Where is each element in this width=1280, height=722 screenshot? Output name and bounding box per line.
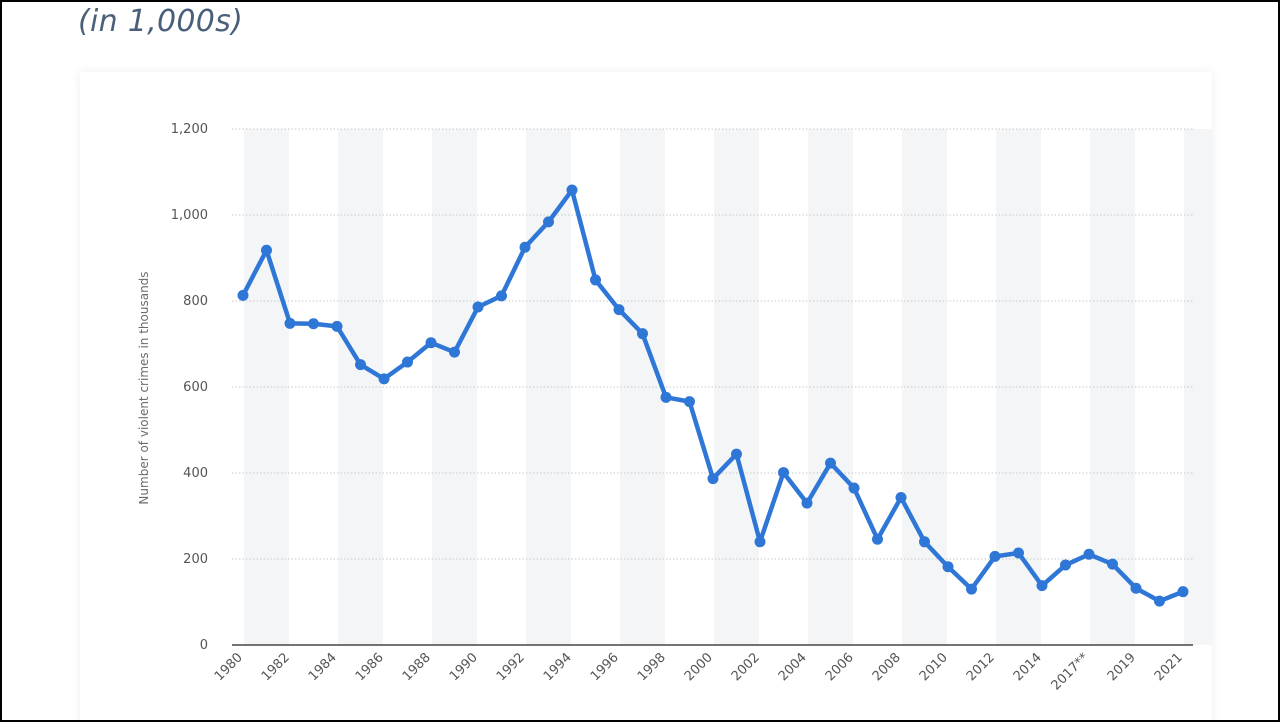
data-point[interactable] xyxy=(637,328,648,340)
chart-card: 0 200 400 600 800 1,000 1,200 1980 1982 1984 1986… xyxy=(80,72,1229,720)
data-point[interactable] xyxy=(449,346,460,358)
data-point[interactable] xyxy=(1177,586,1189,598)
data-point[interactable] xyxy=(237,289,249,301)
data-point[interactable] xyxy=(848,482,860,494)
data-point[interactable] xyxy=(355,359,366,371)
data-point[interactable] xyxy=(519,241,531,253)
data-point[interactable] xyxy=(1130,582,1142,594)
data-point[interactable] xyxy=(731,448,742,460)
x-tick-label: 2014 xyxy=(1011,650,1045,684)
data-point[interactable] xyxy=(1154,595,1165,607)
y-tick-label: 0 xyxy=(200,638,208,653)
series-line xyxy=(240,187,1186,604)
data-point[interactable] xyxy=(496,290,507,302)
y-tick-label: 400 xyxy=(183,466,208,481)
x-tick-label: 2019 xyxy=(1105,650,1139,684)
data-point[interactable] xyxy=(872,533,883,545)
data-point[interactable] xyxy=(1107,558,1118,570)
x-tick-label: 2010 xyxy=(917,650,951,684)
x-tick-label: 2008 xyxy=(870,650,904,684)
y-tick-label: 1,200 xyxy=(171,122,208,137)
x-tick-label: 2012 xyxy=(964,650,998,684)
y-tick-label: 200 xyxy=(183,552,208,567)
data-point[interactable] xyxy=(1083,548,1095,560)
data-point[interactable] xyxy=(566,184,578,196)
data-point[interactable] xyxy=(308,318,319,330)
x-tick-label: 1990 xyxy=(447,650,481,684)
data-point[interactable] xyxy=(660,391,672,403)
x-tick-label: 1984 xyxy=(306,650,340,684)
x-tick-label: 2006 xyxy=(823,650,857,684)
x-tick-label: 1988 xyxy=(400,650,434,684)
x-axis-ticks: 1980 1982 1984 1986 1988 1990 1992 1994 1996 1998… xyxy=(212,650,1186,694)
y-axis-label: Number of violent crimes in thousands xyxy=(137,271,151,504)
y-axis-ticks: 0 200 400 600 800 1,000 1,200 xyxy=(171,122,208,653)
data-point[interactable] xyxy=(378,373,390,385)
x-tick-label: 1986 xyxy=(353,650,387,684)
data-point[interactable] xyxy=(284,317,296,329)
y-tick-label: 600 xyxy=(183,380,208,395)
data-point[interactable] xyxy=(754,536,766,548)
x-tick-label: 2004 xyxy=(776,650,810,684)
data-point[interactable] xyxy=(590,274,601,286)
chart-subtitle: (in 1,000s) xyxy=(78,4,244,39)
x-tick-label: 1996 xyxy=(588,650,622,684)
series-layer xyxy=(237,184,1189,607)
line-chart: 0 200 400 600 800 1,000 1,200 1980 1982 1984 1986… xyxy=(137,122,1229,694)
data-point[interactable] xyxy=(942,561,954,573)
data-point[interactable] xyxy=(895,492,907,504)
data-point[interactable] xyxy=(402,356,413,368)
data-point[interactable] xyxy=(825,457,836,469)
data-point[interactable] xyxy=(1013,547,1024,559)
x-tick-label: 1982 xyxy=(259,650,293,684)
data-point[interactable] xyxy=(261,244,272,256)
x-tick-label: 2000 xyxy=(682,650,716,684)
data-point[interactable] xyxy=(989,550,1001,562)
y-tick-label: 800 xyxy=(183,294,208,309)
x-tick-label: 2002 xyxy=(729,650,763,684)
data-point[interactable] xyxy=(425,337,437,349)
x-tick-label: 1998 xyxy=(635,650,669,684)
x-tick-label: 1994 xyxy=(541,650,575,684)
data-point[interactable] xyxy=(707,473,719,485)
data-point[interactable] xyxy=(1060,559,1071,571)
data-point[interactable] xyxy=(966,583,977,595)
data-point[interactable] xyxy=(684,396,695,408)
data-point[interactable] xyxy=(331,320,343,332)
data-point[interactable] xyxy=(778,467,789,479)
x-tick-label: 1992 xyxy=(494,650,528,684)
data-point[interactable] xyxy=(1036,580,1048,592)
data-point[interactable] xyxy=(613,304,625,316)
x-tick-label: 1980 xyxy=(212,650,246,684)
data-point[interactable] xyxy=(543,216,554,228)
y-tick-label: 1,000 xyxy=(171,208,208,223)
x-tick-label: 2021 xyxy=(1152,650,1186,684)
data-point[interactable] xyxy=(801,497,813,509)
data-point[interactable] xyxy=(919,536,930,548)
x-tick-label: 2017** xyxy=(1049,650,1093,694)
data-point[interactable] xyxy=(472,301,484,313)
